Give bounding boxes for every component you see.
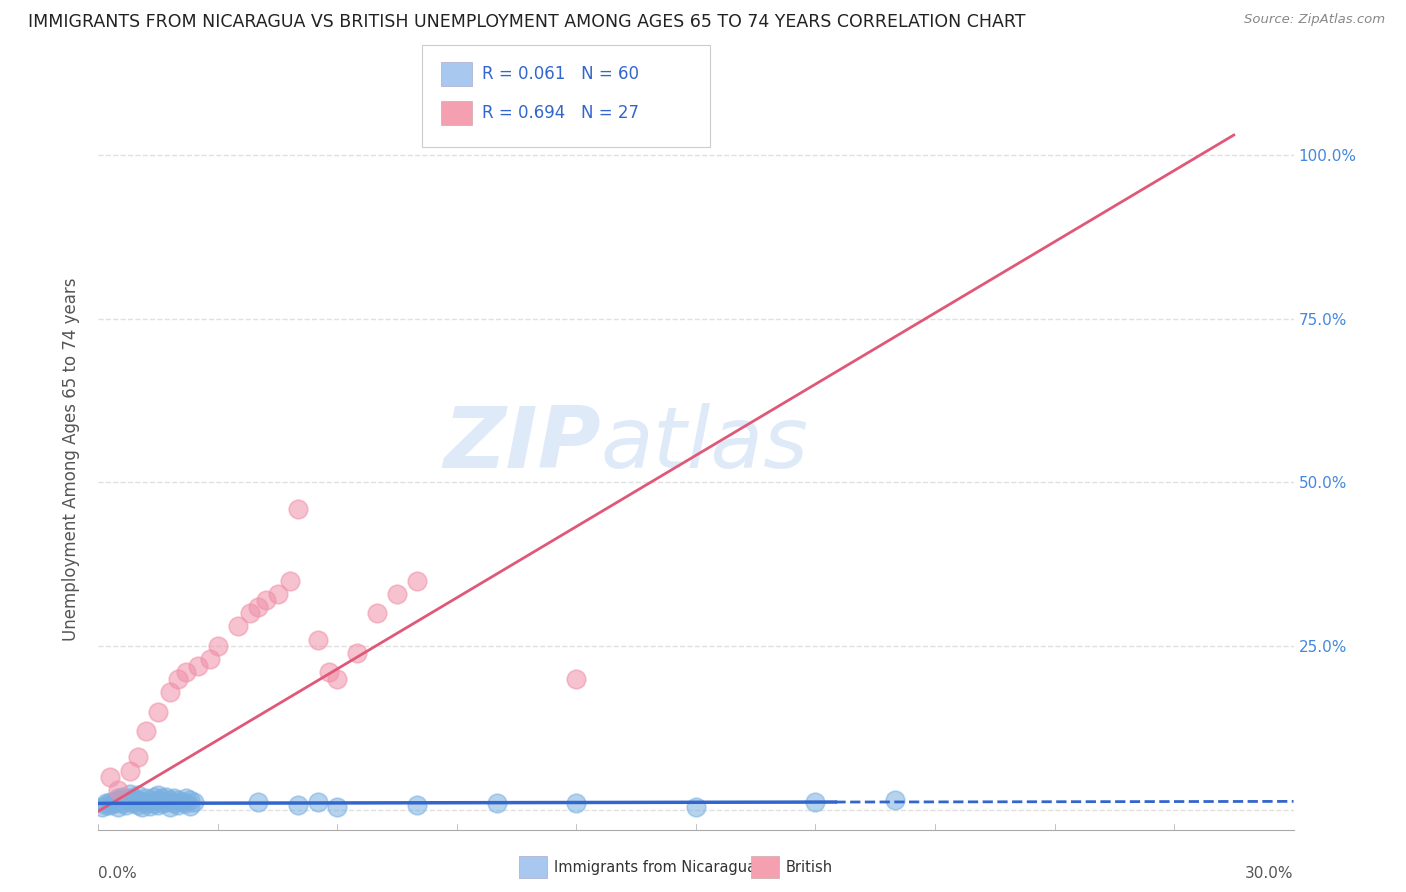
Point [96,797,118,812]
Point [565,672,588,686]
Point [287,501,309,516]
Point [115,797,138,812]
Point [143,797,166,811]
Point [167,793,190,807]
Point [179,793,201,807]
Point [98,797,122,812]
Text: Source: ZipAtlas.com: Source: ZipAtlas.com [1244,13,1385,27]
Point [98,770,122,784]
Point [167,672,190,686]
Point [127,793,149,807]
Point [115,793,138,807]
Point [150,791,173,805]
Text: atlas: atlas [600,403,808,486]
Point [254,593,277,607]
Point [385,587,409,601]
Point [148,797,170,812]
Text: R = 0.061   N = 60: R = 0.061 N = 60 [482,65,640,83]
Point [307,795,329,809]
Point [124,791,146,805]
Point [406,797,429,812]
Text: IMMIGRANTS FROM NICARAGUA VS BRITISH UNEMPLOYMENT AMONG AGES 65 TO 74 YEARS CORR: IMMIGRANTS FROM NICARAGUA VS BRITISH UNE… [28,13,1025,31]
Point [131,795,153,809]
Point [174,791,197,805]
Point [278,574,301,588]
Point [139,799,162,814]
Point [135,797,157,811]
Point [207,639,229,653]
Point [226,619,249,633]
Point [143,789,166,804]
Point [159,799,181,814]
Point [107,799,129,814]
Point [326,672,349,686]
Point [366,607,388,621]
Point [150,797,173,811]
Text: British: British [786,860,834,874]
Point [103,795,125,809]
Point [91,800,114,814]
Point [485,797,508,811]
Point [267,587,290,601]
Point [98,795,122,809]
Text: Immigrants from Nicaragua: Immigrants from Nicaragua [554,860,756,874]
Y-axis label: Unemployment Among Ages 65 to 74 years: Unemployment Among Ages 65 to 74 years [62,277,80,641]
Point [155,795,177,809]
Point [163,797,186,811]
Point [111,789,134,804]
Point [307,632,329,647]
Point [174,665,197,680]
Point [884,793,907,807]
Point [406,574,429,588]
Point [346,646,368,660]
Text: R = 0.694   N = 27: R = 0.694 N = 27 [482,104,640,122]
Point [174,797,197,811]
Point [111,793,134,807]
Text: 30.0%: 30.0% [1246,865,1294,880]
Point [287,797,309,812]
Point [135,791,157,805]
Point [120,764,142,778]
Point [107,793,129,807]
Point [155,789,177,804]
Point [187,658,209,673]
Point [103,797,125,811]
Point [107,791,129,805]
Point [318,665,340,680]
Point [120,795,142,809]
Point [159,793,181,807]
Point [167,797,190,812]
Point [127,750,149,764]
Text: ZIP: ZIP [443,403,600,486]
Point [183,795,205,809]
Point [804,795,827,809]
Point [179,799,201,814]
Point [139,793,162,807]
Point [565,797,588,811]
Point [107,783,129,797]
Point [246,599,269,614]
Point [246,795,269,809]
Point [135,724,157,739]
Text: 0.0%: 0.0% [98,865,138,880]
Point [131,799,153,814]
Point [127,797,149,812]
Point [239,607,262,621]
Point [198,652,221,666]
Point [148,789,170,803]
Point [120,787,142,801]
Point [120,791,142,805]
Point [148,705,170,719]
Point [326,799,349,814]
Point [148,793,170,807]
Point [111,797,134,811]
Point [159,685,181,699]
Point [685,799,707,814]
Point [96,797,118,811]
Point [163,791,186,805]
Point [127,789,149,803]
Point [172,795,194,809]
Point [124,797,146,811]
